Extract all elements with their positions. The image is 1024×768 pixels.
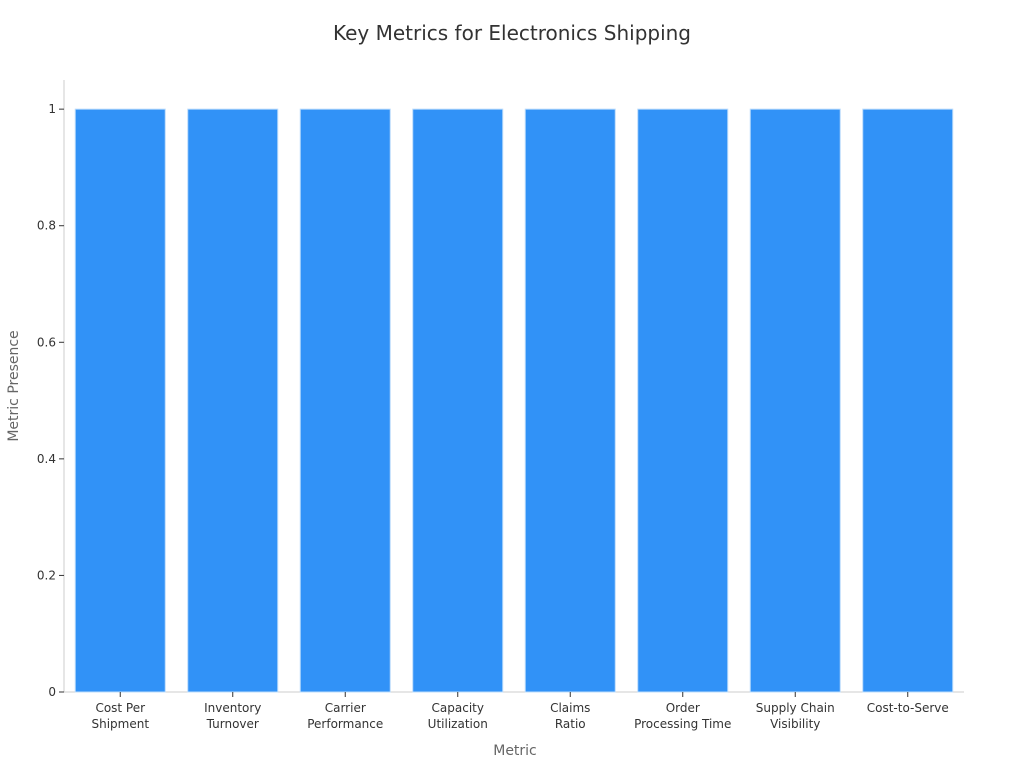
x-tick-label: Cost-to-Serve	[867, 701, 949, 715]
bar	[74, 108, 166, 693]
y-axis-label: Metric Presence	[6, 330, 22, 441]
x-tick-label: Capacity Utilization	[428, 701, 488, 731]
x-tick-label-line: Cost Per	[95, 701, 145, 715]
x-tick-label-line: Cost-to-Serve	[867, 701, 949, 715]
x-tick-label: Claims Ratio	[550, 701, 590, 731]
y-tick-label: 0.4	[37, 452, 56, 466]
y-tick-label: 1	[48, 102, 56, 116]
x-tick-label-line: Visibility	[770, 717, 820, 731]
x-tick-label-line: Supply Chain	[756, 701, 835, 715]
bar	[637, 108, 729, 693]
x-tick-label: Carrier Performance	[307, 701, 383, 731]
x-tick-label-line: Ratio	[555, 717, 586, 731]
chart-title: Key Metrics for Electronics Shipping	[333, 21, 691, 45]
bar	[187, 108, 279, 693]
y-tick-label: 0.8	[37, 219, 56, 233]
bar	[412, 108, 504, 693]
x-tick-label: Supply Chain Visibility	[756, 701, 835, 731]
y-tick-label: 0	[48, 685, 56, 699]
y-tick-label: 0.2	[37, 568, 56, 582]
bar	[862, 108, 954, 693]
x-tick-label: Inventory Turnover	[204, 701, 261, 731]
x-tick-label-line: Performance	[307, 717, 383, 731]
bar	[299, 108, 391, 693]
x-tick-label-line: Turnover	[206, 717, 259, 731]
x-axis-label: Metric	[493, 743, 537, 759]
plot-area: 0 0.2 0.4 0.6 0.8 1 Cost Per Shipment Inventory T…	[37, 80, 964, 731]
y-tick-label: 0.6	[37, 335, 56, 349]
x-tick-label-line: Utilization	[428, 717, 488, 731]
x-tick-label-line: Shipment	[91, 717, 149, 731]
x-tick-label: Order Processing Time	[634, 701, 731, 731]
x-tick-label-line: Capacity	[432, 701, 484, 715]
bar	[749, 108, 841, 693]
x-tick-label: Cost Per Shipment	[91, 701, 149, 731]
bar	[524, 108, 616, 693]
x-tick-label-line: Inventory	[204, 701, 261, 715]
x-tick-label-line: Order	[666, 701, 700, 715]
x-tick-label-line: Processing Time	[634, 717, 731, 731]
x-tick-label-line: Carrier	[325, 701, 366, 715]
x-tick-label-line: Claims	[550, 701, 590, 715]
